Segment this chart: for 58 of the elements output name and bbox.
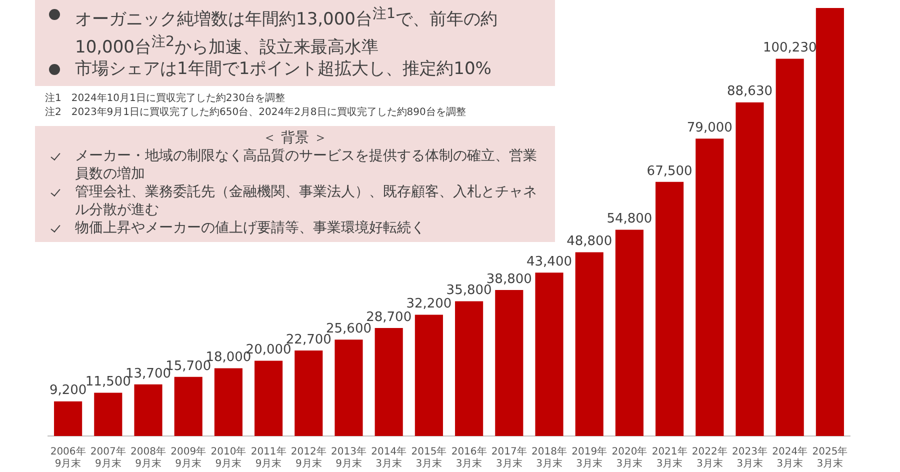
x-tick-label: 2018年3月末 bbox=[532, 446, 567, 470]
x-tick-label: 2017年3月末 bbox=[491, 446, 527, 470]
annotation: 注2 2023年9月1日に買収完了した約650台、2024年2月8日に買収完了した約890台を調整 bbox=[45, 106, 466, 120]
x-tick-label: 2007年9月末 bbox=[90, 446, 126, 470]
bar bbox=[656, 182, 684, 436]
x-tick-label: 2021年3月末 bbox=[652, 446, 688, 470]
data-label: 32,200 bbox=[406, 296, 452, 312]
annotation: 物価上昇やメーカーの値上げ要請等、事業環境好転続く bbox=[75, 219, 425, 238]
annotation: 市場シェアは1年間で1ポイント超拡大し、推定約10% bbox=[75, 58, 492, 80]
bar bbox=[615, 230, 644, 436]
bar bbox=[535, 272, 564, 436]
text-panel: オーガニック純増数は年間約13,000台$^{注1}$で、前年の約10,000台$^{注2}$から加速、設立来最高水準 市場シェアは1年間で1ポイント超拡大し、推定約10% bbox=[35, 0, 555, 86]
bar bbox=[334, 340, 363, 436]
data-label: 54,800 bbox=[606, 212, 652, 227]
x-tick-label: 2011年9月末 bbox=[250, 446, 286, 470]
annotation: 管理会社、業務委託先（金融機関、事業法人）、既存顧客、入札とチャネル分散が進む bbox=[75, 183, 538, 220]
data-label: 35,800 bbox=[446, 283, 492, 298]
bar bbox=[54, 401, 82, 436]
data-label: 43,400 bbox=[526, 254, 572, 270]
x-tick-label: 2013年9月末 bbox=[331, 446, 366, 470]
x-tick-label: 2022年3月末 bbox=[692, 446, 728, 470]
annotation: メーカー・地域の制限なく高品質のサービスを提供する体制の確立、営業員数の増加 bbox=[75, 147, 538, 184]
data-label: 79,000 bbox=[686, 120, 732, 136]
annotation: 注1 2024年10月1日に買収完了した約230台を調整 bbox=[45, 92, 285, 106]
bar bbox=[696, 138, 724, 436]
bar bbox=[94, 392, 122, 436]
bar bbox=[174, 376, 202, 436]
bar bbox=[776, 58, 804, 436]
x-tick-label: 2006年9月末 bbox=[50, 446, 86, 470]
x-tick-label: 2012年9月末 bbox=[290, 446, 326, 470]
bar bbox=[294, 350, 323, 436]
bar bbox=[134, 384, 162, 436]
bar bbox=[374, 328, 403, 436]
x-tick-label: 2024年3月末 bbox=[772, 446, 808, 470]
x-tick-label: 2010年9月末 bbox=[210, 446, 246, 470]
bar bbox=[214, 368, 242, 436]
x-tick-label: 2008年9月末 bbox=[130, 446, 166, 470]
x-tick-label: 2020年3月末 bbox=[612, 446, 648, 470]
x-tick-label: 2019年3月末 bbox=[572, 446, 608, 470]
annotation: ＜ 背景 ＞ bbox=[262, 129, 328, 148]
bar bbox=[414, 314, 443, 436]
data-label: 88,630 bbox=[727, 84, 772, 100]
data-label: 48,800 bbox=[566, 234, 612, 250]
bar bbox=[254, 360, 283, 436]
x-tick-label: 2025年3月末 bbox=[812, 446, 848, 470]
data-label: 9,200 bbox=[49, 383, 87, 398]
x-tick-label: 2009年9月末 bbox=[170, 446, 206, 470]
bar bbox=[575, 252, 604, 436]
bar bbox=[816, 8, 844, 436]
bar bbox=[495, 290, 524, 436]
x-tick-label: 2023年3月末 bbox=[732, 446, 768, 470]
bar bbox=[455, 301, 484, 436]
data-label: 100,230 bbox=[762, 40, 817, 56]
x-tick-label: 2016年3月末 bbox=[451, 446, 487, 470]
x-tick-label: 2014年3月末 bbox=[371, 446, 407, 470]
bar bbox=[736, 102, 764, 436]
data-label: 67,500 bbox=[646, 164, 692, 179]
x-tick-label: 2015年3月末 bbox=[411, 446, 447, 470]
